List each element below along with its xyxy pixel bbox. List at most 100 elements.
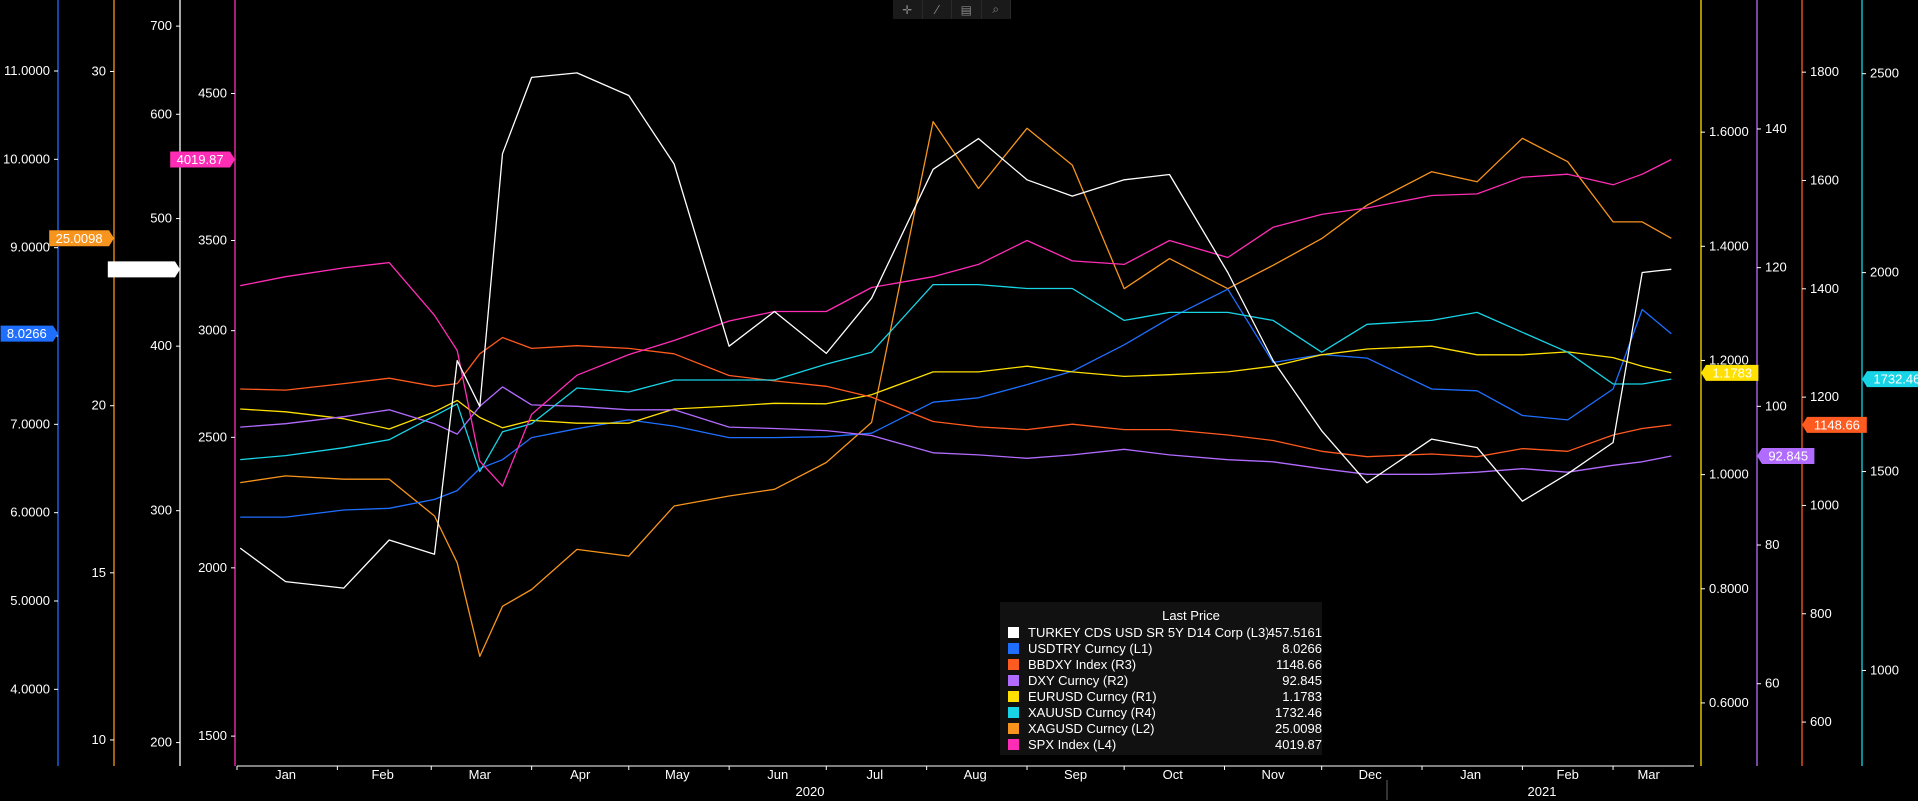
last-price-value: 1.1783 <box>1712 365 1752 380</box>
axis-tick-label: 3500 <box>198 233 227 248</box>
legend-entry-value: 8.0266 <box>1282 640 1322 656</box>
series-line <box>240 283 1672 473</box>
last-price-value: 4019.87 <box>177 152 224 167</box>
axis-tick-label: 1600 <box>1810 172 1839 187</box>
year-label: 2021 <box>1528 784 1557 799</box>
legend-entry-name: DXY Curncy (R2) <box>1028 672 1129 688</box>
x-tick-label: Jun <box>767 767 788 782</box>
legend-swatch <box>1008 674 1019 686</box>
axis-tick-label: 600 <box>150 106 172 121</box>
axis-tick-label: 1.0000 <box>1709 467 1749 482</box>
x-tick-label: Feb <box>1557 767 1579 782</box>
x-tick-label: Dec <box>1359 767 1383 782</box>
axis-tick-label: 140 <box>1765 121 1787 136</box>
axis-tick-label: 0.6000 <box>1709 695 1749 710</box>
axis-tick-label: 10.0000 <box>3 151 50 166</box>
axis-tick-label: 1000 <box>1870 662 1899 677</box>
last-price-tag <box>1802 416 1867 433</box>
x-tick-label: Jul <box>867 767 884 782</box>
legend-entry-value: 457.5161 <box>1267 624 1322 640</box>
last-price-label: 1732.46 <box>1862 371 1918 388</box>
last-price-tag <box>1701 364 1759 381</box>
axis-L2: 1015202530 <box>92 0 115 766</box>
legend-entry-value: 1.1783 <box>1282 688 1322 704</box>
axis-R3: 600 800 1000 1200 1400 1600 1800 <box>1801 0 1839 766</box>
last-price-tag <box>107 261 180 278</box>
chart-toolbar: ✛ ⁄ ▤ ⌕ <box>893 0 1011 19</box>
series-line <box>240 345 1672 430</box>
table-icon[interactable]: ▤ <box>952 0 982 19</box>
axis-tick-label: 2500 <box>198 429 227 444</box>
axis-L4: 1500 2000 2500 3000 3500 4500 <box>198 0 236 766</box>
x-tick-label: Oct <box>1163 767 1184 782</box>
legend-entry-value: 25.0098 <box>1275 720 1322 736</box>
x-tick-label: Mar <box>469 767 492 782</box>
x-tick-label: May <box>665 767 690 782</box>
legend-entry-name: BBDXY Index (R3) <box>1028 656 1137 672</box>
x-tick-label: Aug <box>964 767 987 782</box>
axis-tick-label: 1200 <box>1810 389 1839 404</box>
axis-tick-label: 9.0000 <box>10 240 50 255</box>
x-tick-label: Jan <box>1460 767 1481 782</box>
axis-tick-label: 1.2000 <box>1709 352 1749 367</box>
last-price-tag <box>1862 371 1918 388</box>
last-price-tag <box>49 230 115 247</box>
last-price-value: 8.0266 <box>7 326 47 341</box>
legend-entry-value: 92.845 <box>1282 672 1322 688</box>
last-price-value: 1148.66 <box>1814 417 1860 432</box>
axis-tick-label: 1.4000 <box>1709 238 1749 253</box>
axis-R2: 60 80 100 120 140 <box>1756 0 1787 766</box>
year-label: 2020 <box>796 784 825 799</box>
series-line <box>240 120 1672 658</box>
axis-tick-label: 0.8000 <box>1709 581 1749 596</box>
legend-entry-name: USDTRY Curncy (L1) <box>1028 640 1153 656</box>
last-price-value: 457.5161 <box>114 262 168 277</box>
legend-entry: XAGUSD Curncy (L2) 25.0098 <box>1000 720 1322 736</box>
axis-R1: 0.6000 0.8000 1.0000 1.2000 1.4000 1.6000 <box>1700 0 1749 766</box>
axis-tick-label: 7.0000 <box>10 416 50 431</box>
legend: Last Price TURKEY CDS USD SR 5Y D14 Corp… <box>1000 602 1322 755</box>
last-price-label: 457.5161 <box>107 261 180 278</box>
series-line <box>240 158 1672 487</box>
last-price-label: 92.845 <box>1757 447 1815 464</box>
legend-swatch <box>1008 642 1019 654</box>
axis-tick-label: 600 <box>1810 714 1832 729</box>
axis-R4: 1000 1500 2000 2500 <box>1861 0 1899 766</box>
legend-entry-value: 1732.46 <box>1275 704 1322 720</box>
axis-tick-label: 1400 <box>1810 281 1839 296</box>
legend-entry: USDTRY Curncy (L1) 8.0266 <box>1000 640 1322 656</box>
axis-tick-label: 2000 <box>1870 265 1899 280</box>
axis-tick-label: 3000 <box>198 323 227 338</box>
crosshair-icon[interactable]: ✛ <box>893 0 923 19</box>
legend-title: Last Price <box>1162 608 1220 623</box>
x-tick-label: Sep <box>1064 767 1087 782</box>
axis-L3: 200 300 400 500 600 700 <box>150 0 181 766</box>
axis-tick-label: 10 <box>92 732 106 747</box>
axis-tick-label: 1.6000 <box>1709 124 1749 139</box>
axis-tick-label: 2000 <box>198 560 227 575</box>
draw-icon[interactable]: ⁄ <box>923 0 952 19</box>
legend-entry: BBDXY Index (R3) 1148.66 <box>1000 656 1322 672</box>
legend-entry-name: SPX Index (L4) <box>1028 736 1117 752</box>
legend-swatch <box>1008 626 1019 638</box>
last-price-label: 1.1783 <box>1701 364 1759 381</box>
legend-swatch <box>1008 658 1019 670</box>
axis-tick-label: 20 <box>92 398 106 413</box>
legend-entry: DXY Curncy (R2) 92.845 <box>1000 672 1322 688</box>
legend-swatch <box>1008 690 1019 702</box>
axis-tick-label: 100 <box>1765 398 1787 413</box>
axis-tick-label: 60 <box>1765 676 1779 691</box>
last-price-label: 8.0266 <box>0 325 59 342</box>
legend-entry-name: EURUSD Curncy (R1) <box>1028 688 1157 704</box>
last-price-value: 25.0098 <box>56 231 103 246</box>
last-price-value: 92.845 <box>1768 448 1808 463</box>
x-tick-label: Mar <box>1637 767 1660 782</box>
axis-L1: 4.00005.00006.00007.00008.00009.000010.0… <box>3 0 59 766</box>
zoom-icon[interactable]: ⌕ <box>982 0 1011 19</box>
axis-tick-label: 500 <box>150 211 172 226</box>
last-price-label: 1148.66 <box>1802 416 1867 433</box>
axis-tick-label: 4500 <box>198 86 227 101</box>
legend-entry-name: XAGUSD Curncy (L2) <box>1028 720 1155 736</box>
legend-entry-name: XAUUSD Curncy (R4) <box>1028 704 1156 720</box>
